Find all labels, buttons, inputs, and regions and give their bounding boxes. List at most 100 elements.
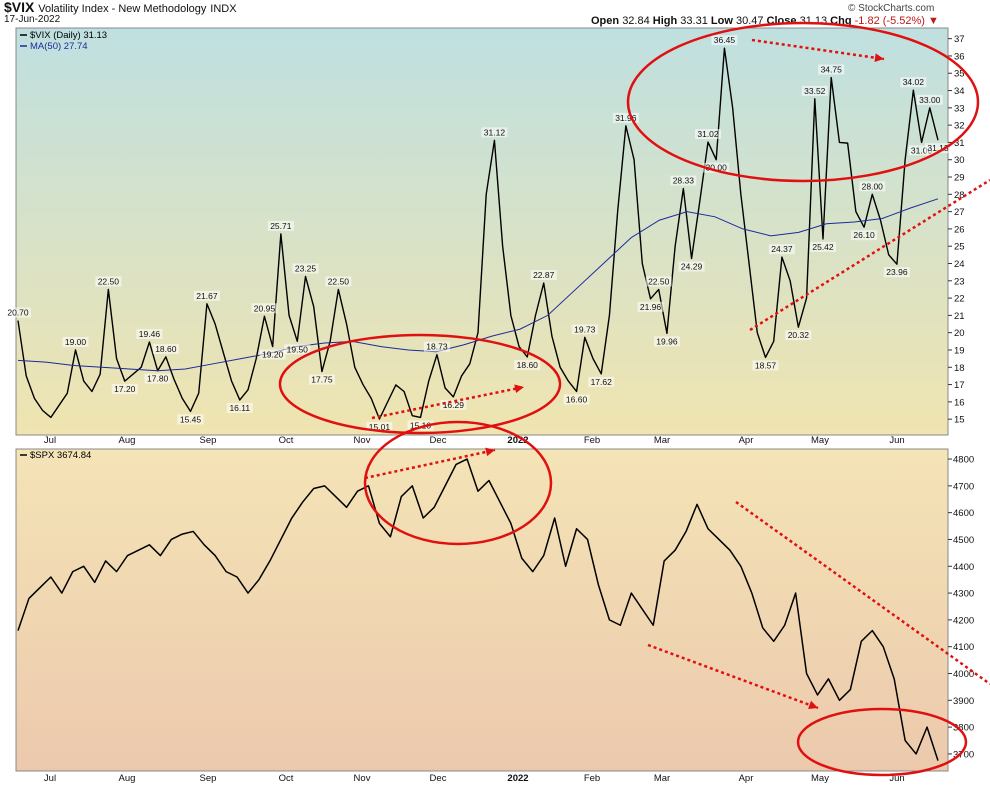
vix-y-tick-label: 19 [954,345,965,356]
vix-legend-label: $VIX (Daily) 31.13 [30,30,107,41]
vix-y-tick-label: 36 [954,51,965,62]
vix-y-tick-label: 34 [954,86,965,97]
vix-data-label-bg [366,421,393,432]
vix-data-label-bg [530,270,557,281]
vix-legend-label: MA(50) 27.74 [30,41,88,52]
open-value: 32.84 [622,15,650,27]
spx-panel [15,448,949,772]
vix-data-label: 24.29 [681,261,703,271]
vix-data-label: 34.02 [903,77,925,87]
vix-x-month-label: Oct [279,435,294,446]
low-value: 30.47 [735,15,764,27]
vix-data-label: 26.10 [853,230,875,240]
vix-data-label-bg [440,399,467,410]
vix-x-month-label: 2022 [507,435,528,446]
vix-x-month-label: Jun [889,435,904,446]
vix-data-label: 31.13 [927,143,949,153]
vix-data-label: 23.25 [295,263,317,273]
vix-data-label-bg [711,35,738,46]
vix-data-label: 15.45 [180,414,202,424]
vix-data-label: 31.96 [615,113,637,123]
vix-data-label-bg [5,307,31,318]
vix-data-label-bg [818,64,845,75]
vix-data-label-bg [645,276,672,287]
spx-y-tick-label: 4500 [953,535,974,546]
spx-y-tick-label: 4300 [953,589,974,600]
spx-x-month-label: 2022 [507,773,528,784]
vix-data-label-bg [851,230,878,241]
vix-y-tick-label: 26 [954,224,965,235]
annotation-arrow-vix-falling-head [874,53,884,63]
spx-y-tick-label: 4400 [953,562,974,573]
vix-data-label-bg [177,414,204,425]
vix-data-label-bg [703,162,730,173]
spx-x-month-label: May [811,773,829,784]
vix-x-month-label: Aug [119,435,136,446]
vix-data-label: 31.00 [911,145,933,155]
spx-x-month-label: Jun [889,773,904,784]
vix-data-label-bg [768,244,795,255]
vix-y-tick-label: 21 [954,311,965,322]
vix-data-label: 21.67 [196,291,218,301]
vix-data-label-bg [111,384,138,395]
chg-value: -1.82 (-5.52%) [854,15,925,27]
spx-x-month-label: Dec [430,773,447,784]
spx-x-month-label: Jul [44,773,56,784]
vix-data-label-bg [308,374,335,385]
annotation-circle-vix-high [626,21,980,183]
vix-data-label: 25.71 [270,221,292,231]
vix-data-label: 36.45 [714,35,736,45]
spx-legend-label: $SPX 3674.84 [30,450,91,461]
vix-data-label-bg [612,112,639,123]
vix-data-label-bg [637,301,664,312]
vix-y-tick-label: 25 [954,242,965,253]
vix-data-label-bg [226,402,253,413]
annotation-circle-spx-low [796,707,968,777]
vix-y-tick-label: 29 [954,173,965,184]
vix-data-label: 22.50 [98,276,120,286]
spx-line [17,458,939,761]
low-label: Low [710,15,733,27]
vix-data-label-bg [325,276,352,287]
vix-data-label: 22.50 [328,276,350,286]
vix-y-tick-label: 28 [954,190,965,201]
vix-data-label-bg [193,290,220,301]
vix-data-label: 31.02 [697,129,719,139]
high-value: 33.31 [680,15,708,27]
spx-y-tick-label: 4200 [953,615,974,626]
open-label: Open [591,15,620,27]
vix-x-month-label: Nov [354,435,371,446]
vix-data-label: 17.62 [591,377,613,387]
vix-data-label-bg [423,341,450,352]
vix-y-tick-label: 35 [954,69,965,80]
exchange-label: INDX [210,3,237,15]
vix-data-label-bg [251,303,278,314]
brand-label: © StockCharts.com [848,3,935,14]
spx-y-tick-label: 4600 [953,508,974,519]
symbol-name: Volatility Index - New Methodology [38,3,207,15]
vix-y-tick-label: 20 [954,328,965,339]
vix-data-label: 28.33 [673,176,695,186]
vix-data-label-bg [144,373,171,384]
vix-line [17,47,939,420]
vix-data-label: 22.87 [533,270,555,280]
spx-y-tick-label: 4700 [953,481,974,492]
vix-data-label: 31.12 [484,127,506,137]
vix-data-label: 19.46 [139,329,161,339]
vix-data-label-bg [925,143,951,154]
vix-data-label: 20.70 [7,308,29,318]
vix-data-label: 16.29 [443,400,465,410]
vix-data-label: 24.37 [771,244,793,254]
annotation-trendline-vix [749,178,990,332]
annotation-arrow-spx-rising [364,448,496,480]
vix-data-label: 22.50 [648,276,670,286]
vix-data-label: 19.00 [65,337,87,347]
spx-x-month-label: Aug [119,773,136,784]
vix-data-label: 15.10 [410,420,432,430]
vix-y-tick-label: 30 [954,155,965,166]
symbol-label: $VIX Volatility Index - New Methodology … [4,0,237,15]
annotation-circle-spx-high [363,420,553,546]
annotation-arrow-spx-rising-head [485,447,495,457]
vix-data-label-bg [259,349,286,360]
